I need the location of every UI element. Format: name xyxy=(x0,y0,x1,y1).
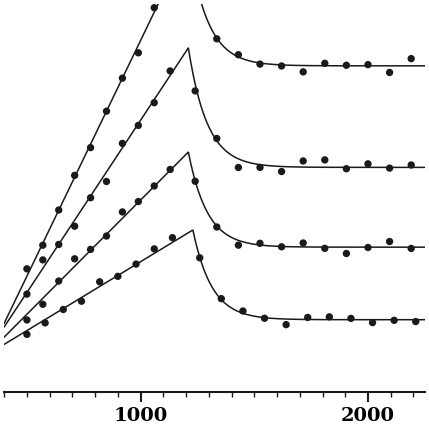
Point xyxy=(135,49,142,56)
Point xyxy=(321,60,328,67)
Point xyxy=(391,317,398,324)
Point xyxy=(39,301,46,308)
Point xyxy=(408,162,414,169)
Point xyxy=(386,238,393,245)
Point xyxy=(151,245,158,252)
Point xyxy=(213,224,220,230)
Point xyxy=(71,255,78,262)
Point xyxy=(369,319,376,326)
Point xyxy=(304,314,311,321)
Point xyxy=(133,261,139,268)
Point xyxy=(386,165,393,172)
Point xyxy=(408,55,414,62)
Point xyxy=(167,67,174,74)
Point xyxy=(257,240,263,247)
Point xyxy=(135,198,142,205)
Point xyxy=(365,160,372,167)
Point xyxy=(278,63,285,69)
Point xyxy=(300,239,307,246)
Point xyxy=(300,157,307,164)
Point xyxy=(55,278,62,284)
Point xyxy=(343,250,350,257)
Point xyxy=(347,315,354,322)
Point xyxy=(42,320,48,326)
Point xyxy=(103,108,110,115)
Point xyxy=(55,207,62,214)
Point xyxy=(412,318,419,325)
Point xyxy=(103,233,110,239)
Point xyxy=(218,295,225,302)
Point xyxy=(39,257,46,263)
Point xyxy=(24,331,30,338)
Point xyxy=(71,172,78,179)
Point xyxy=(96,278,103,285)
Point xyxy=(213,35,220,42)
Point xyxy=(103,178,110,185)
Point xyxy=(167,166,174,173)
Point xyxy=(71,223,78,230)
Point xyxy=(135,122,142,129)
Point xyxy=(261,315,268,322)
Point xyxy=(196,254,203,261)
Point xyxy=(151,99,158,106)
Point xyxy=(115,273,121,280)
Point xyxy=(87,144,94,151)
Point xyxy=(151,4,158,11)
Point xyxy=(24,266,30,272)
Point xyxy=(192,178,199,184)
Point xyxy=(321,157,328,163)
Point xyxy=(55,241,62,248)
Point xyxy=(343,62,350,69)
Point xyxy=(235,51,242,58)
Point xyxy=(60,306,67,313)
Point xyxy=(213,135,220,142)
Point xyxy=(119,140,126,147)
Point xyxy=(235,164,242,171)
Point xyxy=(119,75,126,82)
Point xyxy=(283,321,290,328)
Point xyxy=(343,165,350,172)
Point xyxy=(87,246,94,253)
Point xyxy=(365,61,372,68)
Point xyxy=(169,234,176,241)
Point xyxy=(326,314,333,320)
Point xyxy=(24,317,30,323)
Point xyxy=(24,291,30,298)
Point xyxy=(78,298,85,305)
Point xyxy=(278,243,285,250)
Point xyxy=(257,60,263,67)
Point xyxy=(235,242,242,248)
Point xyxy=(365,244,372,251)
Point xyxy=(192,88,199,94)
Point xyxy=(239,308,246,314)
Point xyxy=(151,183,158,190)
Point xyxy=(119,208,126,215)
Point xyxy=(39,242,46,249)
Point xyxy=(408,245,414,252)
Point xyxy=(321,245,328,252)
Point xyxy=(257,164,263,171)
Point xyxy=(386,69,393,76)
Point xyxy=(300,69,307,76)
Point xyxy=(87,194,94,201)
Point xyxy=(278,168,285,175)
